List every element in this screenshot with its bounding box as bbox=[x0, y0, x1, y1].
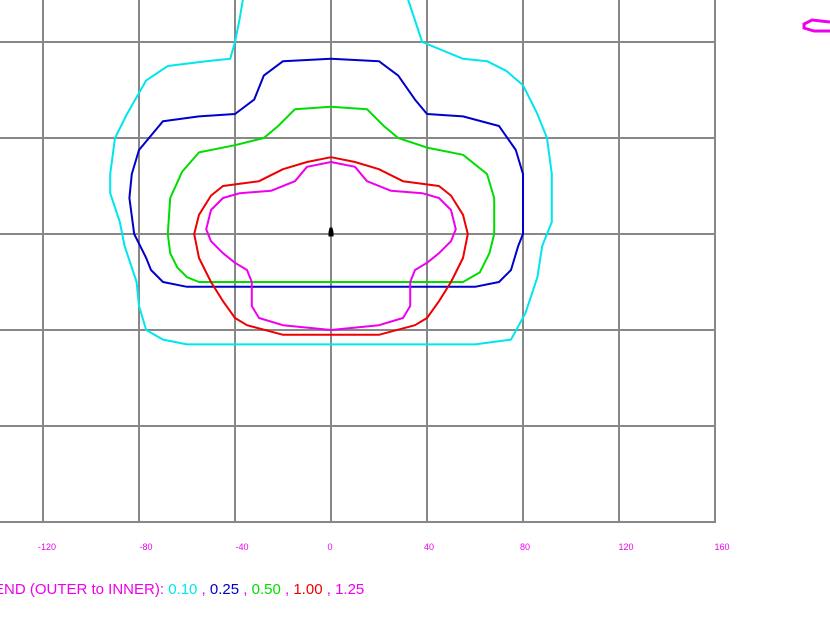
contour-1-00 bbox=[193, 156, 469, 336]
legend: END (OUTER to INNER): 0.10 , 0.25 , 0.50… bbox=[0, 581, 364, 598]
center-marker bbox=[328, 227, 334, 237]
x-tick-label: 0 bbox=[327, 542, 332, 552]
legend-entry: 1.25 bbox=[335, 581, 365, 598]
legend-separator: , bbox=[197, 581, 210, 598]
legend-separator: , bbox=[322, 581, 336, 598]
contour-lines bbox=[109, 0, 553, 346]
legend-entry: 1.00 bbox=[293, 581, 323, 598]
legend-entry: 0.10 bbox=[168, 581, 198, 598]
x-tick-label: -40 bbox=[235, 542, 248, 552]
contour-1-25 bbox=[205, 161, 457, 331]
x-axis-ticks: -120 -80 -40 0 40 80 120 160 bbox=[38, 542, 730, 552]
contour-0-25 bbox=[128, 57, 524, 288]
contour-0-10 bbox=[109, 0, 553, 346]
legend-entry: 0.25 bbox=[209, 581, 240, 598]
x-tick-label: -120 bbox=[38, 542, 56, 552]
x-tick-label: 120 bbox=[618, 542, 633, 552]
legend-prefix: END (OUTER to INNER): bbox=[0, 581, 169, 598]
x-tick-label: -80 bbox=[139, 542, 152, 552]
legend-separator: , bbox=[280, 581, 294, 598]
x-tick-label: 80 bbox=[520, 542, 530, 552]
offscreen-label-fragment bbox=[802, 18, 830, 33]
x-tick-label: 160 bbox=[714, 542, 729, 552]
contour-0-50 bbox=[166, 105, 496, 283]
legend-entry: 0.50 bbox=[251, 581, 281, 598]
x-tick-label: 40 bbox=[424, 542, 434, 552]
legend-items: 0.10 , 0.25 , 0.50 , 1.00 , 1.25 bbox=[168, 581, 364, 598]
legend-separator: , bbox=[239, 581, 252, 598]
plot-grid bbox=[0, 0, 716, 523]
